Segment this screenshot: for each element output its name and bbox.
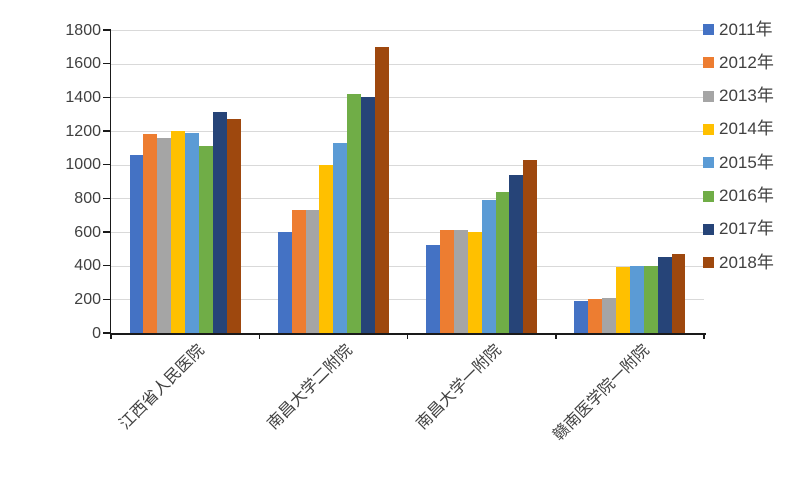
bar <box>657 257 672 333</box>
bar <box>643 265 658 333</box>
legend-item: 2016年 <box>703 186 774 206</box>
y-axis-tick-label: 1200 <box>65 122 101 140</box>
bar <box>157 137 172 333</box>
bar <box>495 191 510 333</box>
gridline <box>111 265 704 267</box>
bar <box>199 146 213 333</box>
legend-label: 2017年 <box>719 219 774 239</box>
x-category-label: 江西省人民医院 <box>116 341 208 433</box>
legend-swatch <box>703 223 714 235</box>
legend-swatch <box>703 57 714 69</box>
bar <box>185 132 200 333</box>
legend-label: 2016年 <box>719 186 774 205</box>
bar <box>671 253 686 333</box>
bar <box>226 119 241 333</box>
x-category-label: 赣南医学院一附院 <box>550 341 653 445</box>
bar <box>333 142 348 333</box>
bar <box>212 112 227 333</box>
y-axis-tick <box>102 231 111 233</box>
legend-item: 2013年 <box>703 86 774 106</box>
bar <box>305 210 320 333</box>
bar <box>453 230 468 333</box>
legend-label: 2018年 <box>719 252 774 272</box>
gridline <box>111 164 704 166</box>
legend-item: 2017年 <box>703 219 774 239</box>
x-category-label: 南昌大学一附院 <box>413 341 505 433</box>
bar <box>375 46 389 333</box>
bar <box>277 232 292 333</box>
bar <box>467 232 482 333</box>
bar <box>481 200 496 333</box>
legend-swatch <box>703 24 714 35</box>
x-axis-tick <box>258 333 260 339</box>
legend-label: 2011年 <box>719 19 773 39</box>
bar <box>426 245 440 333</box>
x-axis-tick <box>110 333 112 339</box>
gridline <box>111 198 704 200</box>
y-axis-tick <box>102 298 111 301</box>
y-axis-tick-label: 1400 <box>65 88 101 106</box>
legend-item: 2014年 <box>703 119 774 139</box>
y-axis-tick <box>102 96 111 99</box>
y-axis-tick <box>102 130 111 132</box>
x-category-label: 南昌大学二附院 <box>264 341 357 433</box>
y-axis-tick <box>102 163 111 166</box>
y-axis-tick-label: 800 <box>74 189 101 207</box>
gridline <box>111 63 704 65</box>
legend-swatch <box>703 123 714 135</box>
legend-swatch <box>703 190 714 202</box>
legend-label: 2014年 <box>719 119 774 139</box>
legend-label: 2012年 <box>719 52 774 72</box>
y-axis-tick <box>102 62 111 65</box>
bar <box>291 210 306 333</box>
bar <box>615 267 630 333</box>
x-axis-tick <box>555 333 557 339</box>
y-axis-tick <box>102 29 111 31</box>
legend-label: 2013年 <box>719 86 774 106</box>
gridline <box>111 30 704 31</box>
gridline <box>111 97 704 99</box>
y-axis-tick-label: 1000 <box>65 156 101 174</box>
bar <box>143 134 158 333</box>
legend-swatch <box>703 157 714 169</box>
legend-swatch <box>703 257 714 269</box>
y-axis-tick-label: 600 <box>74 223 101 241</box>
bar <box>319 164 334 333</box>
gridline <box>111 131 704 132</box>
y-axis-tick-label: 0 <box>92 324 101 342</box>
y-axis-tick-label: 200 <box>74 290 101 308</box>
legend-item: 2012年 <box>703 53 774 73</box>
legend-item: 2015年 <box>703 153 774 173</box>
bar <box>629 265 644 333</box>
bar <box>523 159 538 333</box>
x-axis-tick <box>703 333 705 339</box>
legend-item: 2011年 <box>703 20 773 40</box>
y-axis-tick <box>102 197 111 200</box>
gridline <box>111 232 704 233</box>
legend-item: 2018年 <box>703 253 774 273</box>
y-axis-tick-label: 400 <box>74 257 101 275</box>
bar <box>129 154 144 333</box>
y-axis-tick-label: 1600 <box>65 55 101 73</box>
bar <box>588 299 603 333</box>
x-axis-tick <box>406 333 409 339</box>
bar <box>171 131 186 333</box>
legend-label: 2015年 <box>719 152 774 172</box>
bar <box>439 230 454 333</box>
y-axis-tick-label: 1800 <box>65 21 101 39</box>
legend-swatch <box>703 90 714 102</box>
y-axis-line <box>109 30 111 335</box>
bar <box>602 297 616 333</box>
y-axis-tick <box>102 332 111 334</box>
bar <box>509 174 524 333</box>
bar <box>574 301 589 333</box>
gridline <box>111 299 704 301</box>
bar <box>347 93 362 333</box>
bar <box>361 97 376 333</box>
y-axis-tick <box>102 264 111 267</box>
